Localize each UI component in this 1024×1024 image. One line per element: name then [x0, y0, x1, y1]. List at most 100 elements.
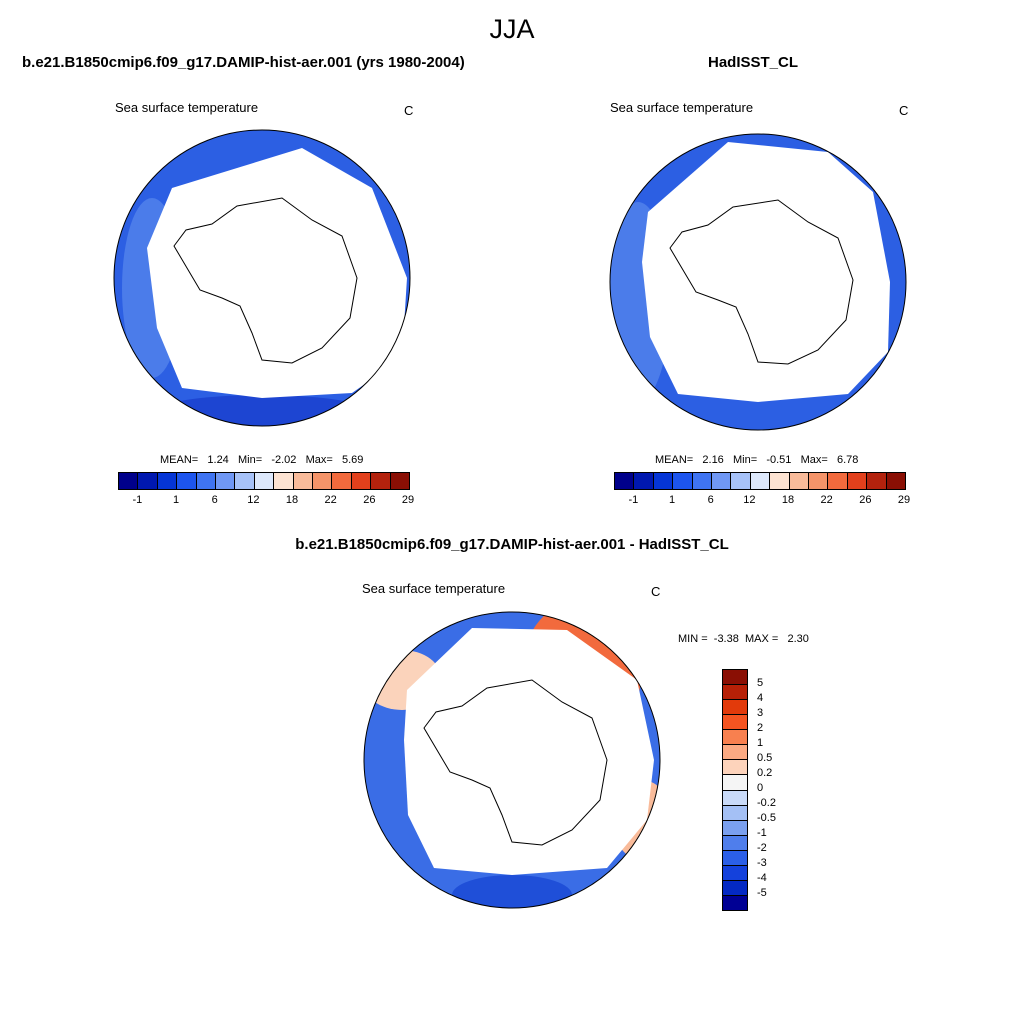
right-polar-map	[609, 133, 907, 431]
left-colorbar-swatch	[119, 473, 139, 489]
diff-colorbar-swatch	[723, 850, 747, 866]
diff-stats: MIN = -3.38 MAX = 2.30	[678, 633, 809, 645]
right-colorbar-swatch	[809, 473, 829, 489]
colorbar-tick-label: 12	[247, 494, 260, 506]
left-min-label: Min=	[237, 454, 263, 466]
right-colorbar-swatch	[867, 473, 887, 489]
right-mean-label: MEAN=	[655, 454, 694, 466]
right-colorbar-swatch	[653, 473, 674, 489]
left-colorbar-swatch	[371, 473, 391, 489]
diff-colorbar	[722, 669, 748, 911]
right-min-value: -0.51	[766, 454, 792, 466]
colorbar-tick-label: 0	[757, 782, 764, 794]
right-colorbar-swatch	[692, 473, 713, 489]
left-colorbar-swatch	[138, 473, 158, 489]
right-colorbar	[614, 472, 906, 490]
left-colorbar-swatch	[216, 473, 236, 489]
diff-colorbar-swatch	[723, 880, 747, 896]
diff-colorbar-swatch	[723, 895, 747, 910]
right-max-value: 6.78	[836, 454, 859, 466]
left-colorbar-swatch	[313, 473, 333, 489]
diff-max-value: 2.30	[787, 633, 809, 645]
colorbar-tick-label: 29	[401, 494, 415, 506]
right-colorbar-swatch	[828, 473, 848, 489]
diff-panel-title: b.e21.B1850cmip6.f09_g17.DAMIP-hist-aer.…	[295, 536, 729, 553]
left-colorbar-swatch	[254, 473, 275, 489]
colorbar-tick-label: -1	[628, 494, 639, 506]
colorbar-tick-label: 0.2	[757, 767, 773, 779]
colorbar-tick-label: 18	[781, 494, 795, 506]
left-colorbar-swatch	[332, 473, 352, 489]
colorbar-tick-label: -1	[757, 827, 767, 839]
diff-polar-map	[363, 611, 661, 909]
colorbar-tick-label: 6	[211, 494, 218, 506]
colorbar-tick-label: -0.2	[757, 797, 776, 809]
right-panel-title: HadISST_CL	[708, 54, 799, 71]
colorbar-tick-label: 5	[757, 677, 764, 689]
right-colorbar-swatch	[712, 473, 732, 489]
diff-panel-units: C	[651, 584, 661, 599]
colorbar-tick-label: 29	[897, 494, 911, 506]
diff-colorbar-swatch	[723, 745, 747, 761]
colorbar-tick-label: 12	[743, 494, 756, 506]
colorbar-tick-label: 18	[285, 494, 299, 506]
colorbar-tick-label: 22	[324, 494, 337, 506]
diff-panel-subtitle: Sea surface temperature	[362, 581, 506, 596]
diff-colorbar-swatch	[723, 685, 747, 701]
figure-title: JJA	[489, 14, 535, 44]
diff-min-label: MIN =	[678, 633, 708, 645]
left-panel-units: C	[404, 103, 414, 118]
right-colorbar-swatch	[847, 473, 868, 489]
diff-colorbar-swatch	[723, 820, 747, 836]
right-colorbar-swatch	[789, 473, 810, 489]
diff-colorbar-swatch	[723, 700, 747, 716]
left-colorbar-swatch	[196, 473, 217, 489]
left-colorbar-swatch	[177, 473, 197, 489]
colorbar-tick-label: 1	[668, 494, 676, 506]
colorbar-tick-label: 26	[859, 494, 872, 506]
right-colorbar-swatch	[731, 473, 751, 489]
left-stats: MEAN= 1.24 Min= -2.02 Max= 5.69	[160, 454, 363, 466]
left-colorbar-swatch	[235, 473, 255, 489]
left-min-value: -2.02	[271, 454, 297, 466]
right-colorbar-swatch	[886, 473, 906, 489]
colorbar-tick-label: 3	[757, 707, 764, 719]
left-max-value: 5.69	[341, 454, 364, 466]
left-polar-map	[113, 129, 411, 427]
right-colorbar-swatch	[634, 473, 654, 489]
left-colorbar-swatch	[293, 473, 314, 489]
left-mean-value: 1.24	[207, 454, 229, 466]
colorbar-tick-label: 0.5	[757, 752, 773, 764]
left-colorbar-swatch	[157, 473, 178, 489]
right-colorbar-swatch	[750, 473, 771, 489]
colorbar-tick-label: 1	[757, 737, 764, 749]
colorbar-tick-label: 6	[707, 494, 714, 506]
colorbar-tick-label: 2	[757, 722, 764, 734]
right-panel-subtitle: Sea surface temperature	[610, 100, 754, 115]
diff-colorbar-swatch	[723, 865, 747, 881]
right-colorbar-swatch	[770, 473, 790, 489]
diff-min-value: -3.38	[713, 633, 739, 645]
right-max-label: Max=	[800, 454, 828, 466]
diff-colorbar-swatch	[723, 670, 747, 686]
diff-colorbar-swatch	[723, 715, 747, 731]
left-colorbar-swatch	[390, 473, 410, 489]
left-mean-label: MEAN=	[160, 454, 199, 466]
diff-colorbar-swatch	[723, 775, 747, 791]
right-colorbar-swatch	[615, 473, 635, 489]
left-colorbar	[118, 472, 410, 490]
colorbar-tick-label: -4	[757, 872, 767, 884]
diff-max-label: MAX =	[744, 633, 779, 645]
diff-colorbar-swatch	[723, 730, 747, 746]
colorbar-tick-label: 4	[757, 692, 764, 704]
right-mean-value: 2.16	[702, 454, 724, 466]
colorbar-tick-label: -2	[757, 842, 767, 854]
left-panel-subtitle: Sea surface temperature	[115, 100, 259, 115]
right-panel-units: C	[899, 103, 909, 118]
right-stats: MEAN= 2.16 Min= -0.51 Max= 6.78	[655, 454, 858, 466]
colorbar-tick-label: 22	[820, 494, 833, 506]
colorbar-tick-label: 26	[363, 494, 376, 506]
diff-colorbar-swatch	[723, 805, 747, 821]
colorbar-tick-label: -1	[132, 494, 143, 506]
colorbar-tick-label: -0.5	[757, 812, 776, 824]
